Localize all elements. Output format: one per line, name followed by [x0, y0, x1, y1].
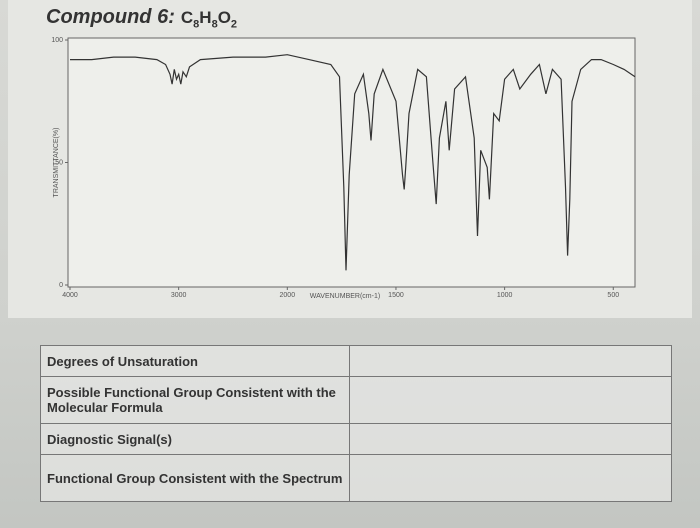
question-cell: Possible Functional Group Consistent wit…: [40, 376, 350, 424]
y-tick-label: 50: [55, 159, 63, 166]
y-axis-label: TRANSMITTANCE(%): [53, 128, 60, 198]
answer-cell: [349, 454, 672, 502]
formula-element: O: [217, 8, 231, 27]
x-axis-label: WAVENUMBER(cm-1): [310, 293, 380, 300]
y-tick-label: 100: [51, 37, 63, 44]
x-tick-label: 1500: [388, 292, 404, 299]
formula-subscript: 2: [230, 18, 238, 31]
formula-subscript: 8: [211, 18, 218, 31]
spectrum-chart: 4000 3000 2000 1500 1000 500 0 50 100 WAVENUMBER(…: [8, 0, 692, 318]
spectrum-line: [70, 54, 636, 271]
title-text: Compound 6:: [46, 6, 175, 28]
y-tick-label: 0: [59, 282, 63, 289]
table-row: Possible Functional Group Consistent wit…: [40, 376, 672, 424]
answer-cell: [349, 376, 672, 424]
formula-element: H: [199, 8, 212, 27]
table-row: Degrees of Unsaturation: [40, 345, 672, 377]
plot-frame: [67, 37, 636, 288]
answer-cell: [349, 345, 672, 377]
x-tick-label: 2000: [280, 292, 296, 299]
answer-cell: [349, 423, 672, 455]
table-row: Diagnostic Signal(s): [40, 423, 672, 455]
x-tick-label: 4000: [62, 292, 78, 299]
x-tick-label: 3000: [171, 292, 187, 299]
answer-table: Degrees of Unsaturation Possible Function…: [40, 345, 672, 502]
x-tick-label: 1000: [497, 292, 513, 299]
title: Compound 6: C8H8O2: [46, 6, 237, 30]
question-cell: Functional Group Consistent with the Spe…: [40, 454, 350, 502]
formula: C8H8O2: [180, 8, 238, 31]
x-tick-label: 500: [607, 292, 619, 299]
question-cell: Diagnostic Signal(s): [40, 423, 350, 455]
table-row: Functional Group Consistent with the Spe…: [40, 454, 672, 502]
formula-subscript: 8: [193, 18, 200, 31]
question-cell: Degrees of Unsaturation: [40, 345, 350, 377]
formula-element: C: [180, 8, 194, 27]
